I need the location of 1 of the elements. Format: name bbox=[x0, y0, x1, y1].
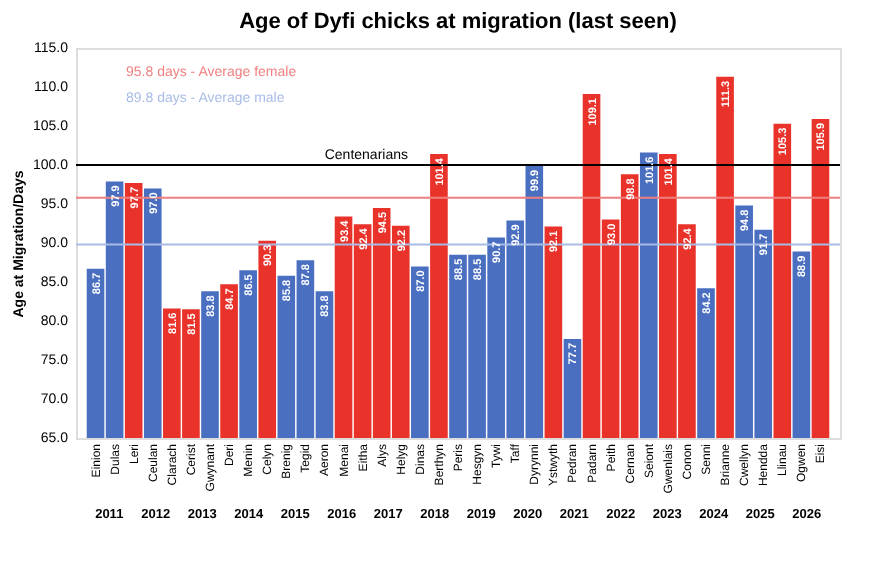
chart-title: Age of Dyfi chicks at migration (last seen) bbox=[239, 10, 678, 34]
